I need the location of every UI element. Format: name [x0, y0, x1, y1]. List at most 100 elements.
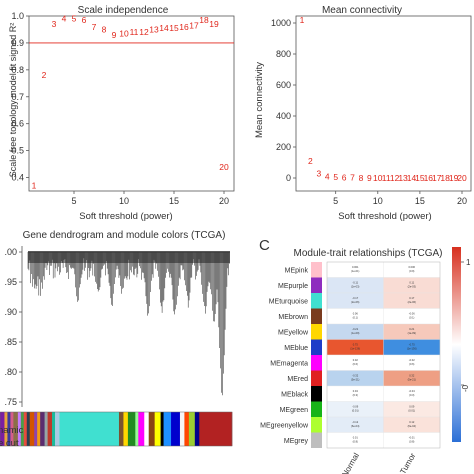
point-label: 5	[72, 14, 77, 24]
module-color-segment	[29, 412, 35, 446]
point-label: 18	[440, 173, 450, 183]
point-label: 11	[382, 173, 391, 183]
point-label: 15	[415, 173, 425, 183]
heatmap-cell-value: (0.3)	[409, 393, 414, 397]
y-tick-label: 0.5	[11, 146, 24, 156]
module-color-segment	[118, 412, 124, 446]
heatmap-cell-value: 0.006	[409, 265, 416, 269]
x-tick-label: 10	[373, 196, 383, 206]
legend-tick-label: -0	[461, 384, 470, 392]
module-color-segment	[148, 412, 155, 446]
point-label: 9	[367, 173, 372, 183]
heatmap-cell-value: -0.32	[352, 374, 358, 378]
point-label: 2	[308, 156, 313, 166]
heatmap-cell-value: (0.8)	[409, 440, 414, 444]
module-color-segment	[194, 412, 200, 446]
dendrogram-tree	[27, 251, 230, 396]
heatmap-cell-value: -0.75	[409, 343, 415, 347]
heatmap-cell-value: (0.9)	[409, 269, 414, 273]
module-row-label: MEbrown	[278, 314, 308, 321]
module-color-segment	[37, 412, 41, 446]
y-tick-label: 1.0	[11, 11, 24, 21]
module-color-swatch	[311, 339, 322, 355]
heatmap-cell-value: -0.21	[352, 327, 358, 331]
module-row-label: MEyellow	[278, 329, 309, 336]
point-label: 12	[139, 27, 149, 37]
module-color-swatch	[311, 262, 322, 278]
legend-color-scale	[452, 247, 461, 442]
module-color-segment	[52, 412, 56, 446]
trait-column-label: Tumor	[398, 451, 417, 474]
module-row-label: MEblue	[284, 345, 308, 352]
y-tick-label: 400	[276, 111, 291, 121]
heatmap-cell-value: (5e-21)	[408, 378, 416, 382]
module-color-segment	[138, 412, 145, 446]
dendrogram-y-axis: .00 .95 .90 .85 .80 .75	[4, 247, 22, 407]
point-label: 14	[159, 23, 169, 33]
scale-independence-x-axis: 5 10 15 20	[71, 191, 229, 206]
heatmap-cell-value: (1e-09)	[408, 331, 416, 335]
point-label: 7	[92, 22, 97, 32]
module-row-label: MEgrey	[284, 438, 309, 445]
heatmap-cell-value: 0.17	[409, 296, 415, 300]
heatmap-cell-value: (1e-136)	[350, 347, 360, 351]
point-label: 6	[82, 15, 87, 25]
module-color-segment	[47, 412, 53, 446]
module-row-label: MEpurple	[278, 283, 308, 290]
y-tick-label: .80	[4, 367, 17, 377]
heatmap-cell-value: 0.02	[353, 358, 359, 362]
scale-independence-plot-frame	[28, 15, 235, 192]
dynamic-tree-cut-label-line2: e cut	[0, 438, 19, 449]
dendrogram-title: Gene dendrogram and module colors (TCGA)	[23, 230, 226, 241]
heatmap-cell-value: (6e-04)	[408, 424, 416, 428]
heatmap-cell-value: (0.8)	[353, 440, 358, 444]
heatmap-column-labels: Normal Tumor	[340, 451, 417, 474]
module-color-bar	[0, 411, 233, 447]
point-label: 8	[359, 173, 364, 183]
module-row-label: MEmagenta	[270, 360, 308, 367]
point-label: 1	[32, 181, 37, 191]
panel-letter-c: C	[259, 237, 270, 254]
module-color-swatch	[311, 308, 322, 324]
point-label: 20	[219, 162, 229, 172]
x-tick-label: 10	[119, 196, 129, 206]
scale-independence-y-label: Scale free topology model fit signed R²	[8, 23, 18, 178]
module-color-segment	[154, 412, 161, 446]
x-tick-label: 15	[169, 196, 179, 206]
module-row-label: MEpink	[285, 267, 309, 274]
point-label: 2	[42, 70, 47, 80]
point-label: 3	[316, 169, 321, 179]
heatmap-cell-value: (2e-06)	[351, 300, 359, 304]
module-color-segment	[23, 412, 28, 446]
heatmap-cell-value: 0.01	[353, 436, 359, 440]
module-color-segment	[13, 412, 19, 446]
point-label: 17	[189, 20, 199, 30]
module-color-segment	[59, 412, 120, 446]
point-label: 7	[350, 173, 355, 183]
heatmap-cell-value: (2e-03)	[351, 285, 359, 289]
heatmap-cell-value: 0.75	[353, 343, 359, 347]
scale-independence-panel: Scale independence 0.4 0.5 0.6 0.7 0.8 0.9 1.0…	[8, 5, 235, 222]
heatmap-cell-value: (2e-03)	[408, 285, 416, 289]
heatmap-cell-value: (0.1)	[409, 316, 414, 320]
mean-connectivity-y-axis: 0 200 400 600 800 1000	[271, 18, 296, 183]
heatmap-cell-value: (0.01)	[408, 409, 415, 413]
module-color-segment	[26, 412, 31, 446]
point-label: 19	[209, 19, 219, 29]
heatmap-cell-value: -0.01	[409, 436, 415, 440]
mean-connectivity-x-axis: 5 10 15 20	[333, 191, 467, 206]
scale-independence-x-label: Soft threshold (power)	[79, 211, 172, 222]
heatmap-cell-value: 0.04	[353, 389, 359, 393]
legend-tick-label: 1	[466, 258, 471, 267]
heatmap-cell-value: (0.3)	[353, 393, 358, 397]
module-color-segment	[188, 412, 196, 446]
point-label: 8	[102, 24, 107, 34]
x-tick-label: 20	[457, 196, 467, 206]
heatmap-cell-value: -0.02	[409, 358, 415, 362]
heatmap-rows: MEpink 0.001(1e-01) 0.006(0.9) MEpurple -0.1…	[260, 261, 441, 449]
y-tick-label: 200	[276, 142, 291, 152]
module-color-segment	[17, 412, 22, 446]
y-tick-label: 1000	[271, 18, 291, 28]
